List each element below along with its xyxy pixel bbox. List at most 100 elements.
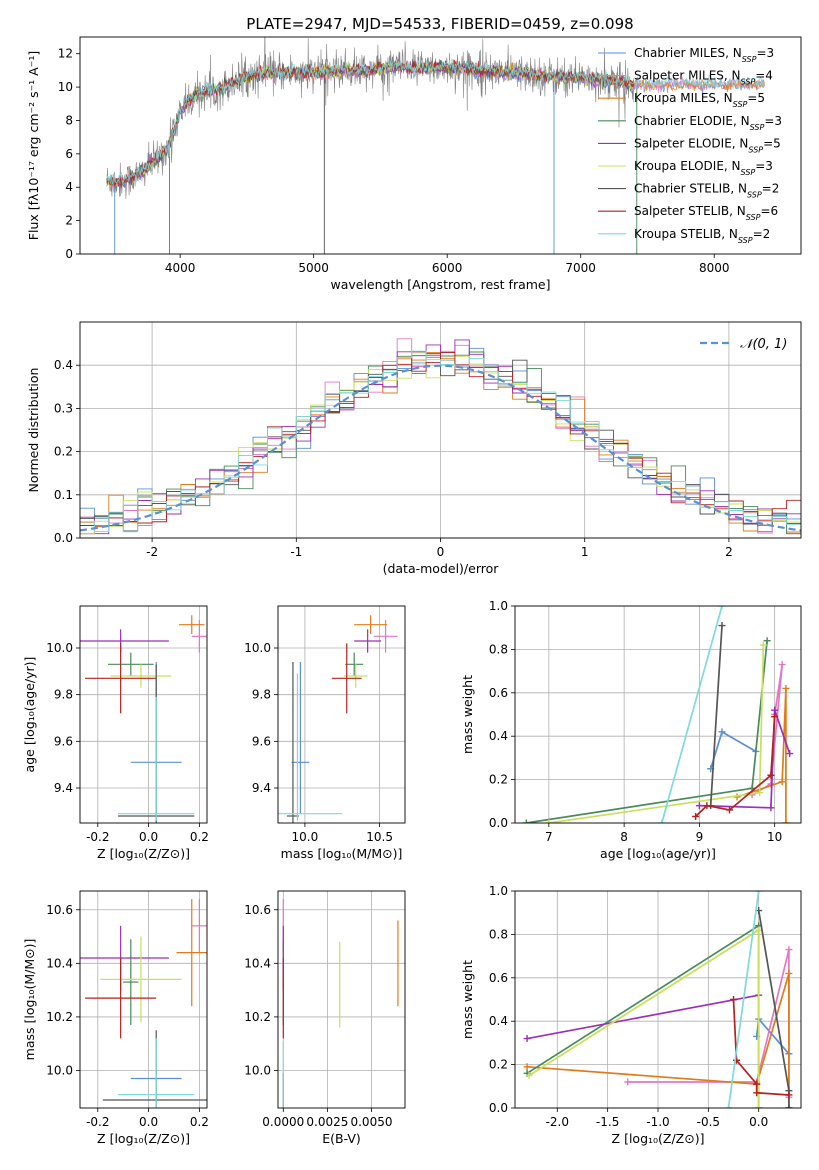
x-tick-label: 2 [725, 545, 733, 559]
histogram-salpeter_stelib [80, 351, 801, 527]
weight-marker-salpeter_elodie [771, 706, 779, 714]
weight-marker-kroupa_elodie [756, 789, 764, 797]
weight-marker-chabrier_miles [718, 728, 726, 736]
x-tick-label: -2.0 [546, 1115, 569, 1129]
weight-marker-kroupa_stelib [755, 891, 763, 895]
weight_vs_age-axes: 7 8 9 10 0.0 0.2 0.4 0.6 0.8 1.0 age [log₁₀(age/yr… [460, 599, 801, 861]
legend-label-kroupa_elodie: Kroupa ELODIE, NSSP=3 [634, 159, 773, 177]
x-tick-label: 8000 [699, 261, 730, 275]
errorbar-kroupa_miles [354, 615, 388, 634]
residuals-axes: -2 -1 0 1 2 0.0 0.1 0.2 0.3 0.4 (data-model)/error… [26, 322, 801, 576]
y-tick-label: 0.4 [54, 358, 73, 372]
x-tick-label: 0.0025 [306, 1115, 348, 1129]
x-tick-label: 10 [767, 830, 782, 844]
y-tick-label: 0.4 [489, 729, 508, 743]
x-tick-label: 10.5 [366, 830, 393, 844]
plots: 4000 5000 6000 7000 8000024681012wavelength … [22, 36, 802, 1146]
weight-marker-salpeter_stelib [726, 806, 733, 814]
spectrum-legend: Chabrier MILES, NSSP=3 Salpeter MILES, NS… [598, 46, 782, 244]
errorbar-salpeter_miles [191, 620, 207, 653]
y-tick-label: 0.2 [489, 773, 508, 787]
weight-marker-kroupa_elodie [759, 641, 767, 649]
weight-marker-salpeter_miles [778, 661, 786, 669]
x-axis-label: wavelength [Angstrom, rest frame] [330, 277, 550, 292]
y-tick-label: 1.0 [489, 599, 508, 613]
x-tick-label: 8 [620, 830, 628, 844]
errorbar-salpeter_miles [373, 620, 398, 653]
weight-marker-salpeter_elodie [767, 804, 775, 812]
y-tick-label: 8 [65, 113, 73, 127]
legend-label-salpeter_miles: Salpeter MILES, NSSP=4 [634, 69, 773, 87]
spectrum-plot-area [106, 37, 765, 254]
spectrum-data-line [106, 37, 635, 199]
y-tick-label: 10.2 [46, 1010, 73, 1024]
errorbar-chabrier_elodie [107, 652, 154, 676]
normal-legend-label: 𝒩(0, 1) [740, 337, 787, 352]
weight-line-salpeter_stelib [695, 716, 776, 818]
x-tick-label: 4000 [165, 261, 196, 275]
y-tick-label: 1.0 [489, 884, 508, 898]
weight-marker-salpeter_elodie [786, 750, 794, 758]
x-tick-label: -1 [290, 545, 302, 559]
weight-marker-salpeter_miles [624, 1078, 632, 1086]
weight-marker-salpeter_elodie [523, 1035, 531, 1043]
y-tick-label: 12 [58, 47, 73, 61]
y-tick-label: 6 [65, 147, 73, 161]
x-tick-label: 0.0000 [262, 1115, 304, 1129]
errorbar-kroupa_elodie [100, 936, 182, 1023]
weight-marker-salpeter_stelib [771, 713, 779, 721]
age_vs_Z-frame [79, 605, 208, 824]
y-tick-label: 9.4 [54, 781, 73, 795]
y-tick-label: 9.4 [252, 781, 271, 795]
weight-marker-chabrier_elodie [763, 637, 771, 645]
weight-line-salpeter_elodie [526, 994, 759, 1040]
weight-marker-kroupa_stelib [724, 1104, 732, 1108]
residuals-frame [79, 321, 802, 539]
errorbar-chabrier_elodie [123, 939, 139, 1025]
weight-line-chabrier_stelib [709, 625, 723, 806]
errorbar-kroupa_elodie [110, 664, 172, 688]
weight-marker-chabrier_stelib [718, 622, 726, 630]
y-tick-label: 9.8 [54, 688, 73, 702]
y-tick-label: 0 [65, 247, 73, 261]
histogram-kroupa_stelib [80, 350, 801, 533]
weight-marker-kroupa_elodie [545, 819, 553, 823]
y-tick-label: 0.1 [54, 488, 73, 502]
weight-marker-salpeter_stelib [730, 996, 738, 1003]
x-tick-label: -0.2 [86, 830, 109, 844]
x-tick-label: -1.0 [646, 1115, 669, 1129]
y-tick-label: 0.2 [489, 1058, 508, 1072]
weight-line-kroupa_stelib [660, 606, 723, 823]
y-tick-label: 10.0 [46, 641, 73, 655]
legend-label-chabrier_miles: Chabrier MILES, NSSP=3 [634, 46, 774, 64]
y-tick-label: 10.6 [244, 903, 271, 917]
y-tick-label: 10.2 [244, 1010, 271, 1024]
normal-curve [80, 364, 801, 532]
errorbar-salpeter_miles [191, 899, 207, 953]
errorbar-kroupa_miles [179, 615, 205, 634]
x-tick-label: 0.0 [139, 830, 158, 844]
y-tick-label: 9.6 [54, 734, 73, 748]
errorbar-kroupa_elodie [343, 664, 368, 688]
weight-line-salpeter_miles [751, 664, 784, 796]
weight-line-chabrier_miles [755, 1016, 790, 1055]
y-tick-label: 0.6 [489, 971, 508, 985]
x-tick-label: -2 [146, 545, 158, 559]
x-tick-label: 10.0 [292, 830, 319, 844]
weight-marker-kroupa_miles [523, 1063, 531, 1071]
x-tick-label: 0 [437, 545, 445, 559]
legend-label-salpeter_elodie: Salpeter ELODIE, NSSP=5 [634, 136, 781, 154]
weight-marker-kroupa_miles [785, 969, 793, 977]
x-axis-label: Z [log₁₀(Z/Z⊙)] [97, 1131, 190, 1146]
y-tick-label: 9.8 [252, 688, 271, 702]
y-tick-label: 0.0 [54, 531, 73, 545]
age_vs_Z-plot-area [80, 615, 207, 823]
weight-marker-salpeter_stelib [703, 802, 711, 810]
weight-marker-salpeter_elodie [695, 802, 703, 810]
weight_vs_age-frame [514, 605, 802, 824]
y-tick-label: 10.4 [46, 956, 73, 970]
y-axis-label: Normed distribution [26, 368, 41, 493]
weight-line-kroupa_miles [527, 973, 790, 1108]
y-axis-label: mass weight [460, 675, 475, 754]
